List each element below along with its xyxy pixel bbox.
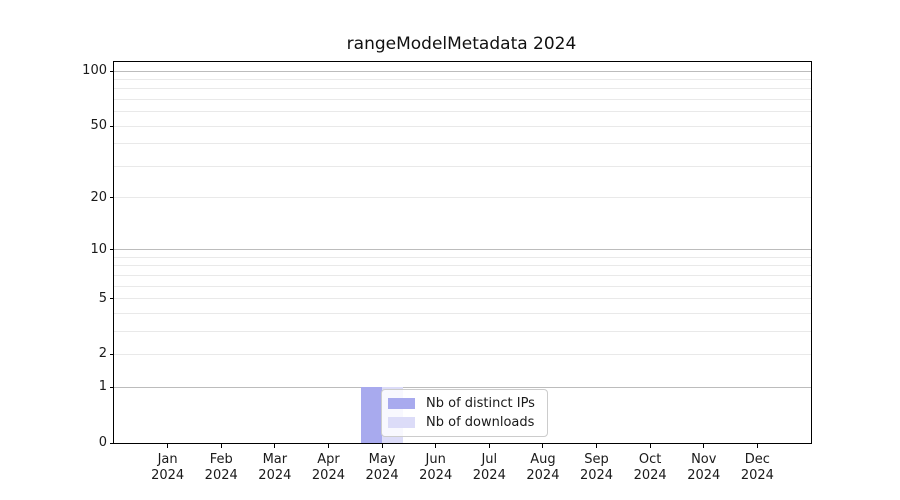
x-tick-mark bbox=[381, 444, 383, 448]
x-tick-label: Apr 2024 bbox=[293, 452, 363, 484]
x-tick-label: Sep 2024 bbox=[562, 452, 632, 484]
legend: Nb of distinct IPs Nb of downloads bbox=[381, 389, 548, 437]
x-tick-year: 2024 bbox=[687, 468, 721, 483]
x-tick-mark bbox=[274, 444, 276, 448]
y-gridline-minor bbox=[114, 88, 811, 90]
y-gridline-major bbox=[114, 249, 811, 251]
x-tick-mark bbox=[649, 444, 651, 448]
x-tick-year: 2024 bbox=[472, 468, 506, 483]
bar-nb-of-distinct-ips-may bbox=[361, 387, 383, 443]
x-tick-mark bbox=[435, 444, 437, 448]
x-tick-label: Jan 2024 bbox=[133, 452, 203, 484]
x-tick-label: Aug 2024 bbox=[508, 452, 578, 484]
y-gridline-minor bbox=[114, 274, 811, 276]
legend-label-downloads: Nb of downloads bbox=[426, 415, 535, 430]
y-gridline-minor bbox=[114, 111, 811, 113]
x-tick-label: May 2024 bbox=[347, 452, 417, 484]
y-gridline-minor bbox=[114, 98, 811, 100]
x-tick-mark bbox=[488, 444, 490, 448]
x-tick-mark bbox=[703, 444, 705, 448]
y-gridline-minor bbox=[114, 78, 811, 80]
x-tick-year: 2024 bbox=[633, 468, 667, 483]
y-gridline-major bbox=[114, 386, 811, 388]
y-tick-label: 1 bbox=[98, 379, 107, 395]
y-gridline-minor bbox=[114, 265, 811, 267]
y-tick-label: 5 bbox=[98, 290, 107, 306]
y-gridline-minor bbox=[114, 165, 811, 167]
y-gridline-minor bbox=[114, 285, 811, 287]
legend-item-downloads: Nb of downloads bbox=[388, 415, 540, 430]
x-tick-label: Oct 2024 bbox=[615, 452, 685, 484]
x-tick-mark bbox=[542, 444, 544, 448]
x-tick-year: 2024 bbox=[579, 468, 614, 483]
y-gridline-minor bbox=[114, 256, 811, 258]
y-gridline-minor bbox=[114, 353, 811, 355]
legend-item-distinct-ips: Nb of distinct IPs bbox=[388, 396, 540, 411]
legend-label-distinct-ips: Nb of distinct IPs bbox=[426, 396, 535, 411]
y-tick-mark bbox=[110, 298, 114, 300]
x-tick-year: 2024 bbox=[151, 468, 185, 483]
y-gridline-minor bbox=[114, 330, 811, 332]
legend-swatch-distinct-ips bbox=[388, 398, 415, 409]
y-tick-label: 50 bbox=[90, 118, 107, 134]
y-tick-label: 0 bbox=[98, 435, 107, 450]
y-tick-label: 2 bbox=[98, 346, 107, 362]
legend-swatch-downloads bbox=[388, 417, 415, 428]
y-gridline-minor bbox=[114, 197, 811, 199]
x-tick-mark bbox=[596, 444, 598, 448]
x-tick-label: Jul 2024 bbox=[454, 452, 524, 484]
x-tick-label: Jun 2024 bbox=[401, 452, 471, 484]
y-tick-mark bbox=[110, 442, 114, 444]
y-tick-label: 100 bbox=[82, 63, 107, 79]
chart-title: rangeModelMetadata 2024 bbox=[346, 34, 577, 54]
plot-area: Nb of distinct IPs Nb of downloads 0 1 2 5 1… bbox=[82, 61, 812, 483]
x-tick-mark bbox=[756, 444, 758, 448]
x-tick-year: 2024 bbox=[740, 468, 774, 483]
x-tick-label: Mar 2024 bbox=[240, 452, 310, 484]
x-tick-label: Nov 2024 bbox=[669, 452, 739, 484]
x-tick-label: Dec 2024 bbox=[722, 452, 792, 484]
x-tick-year: 2024 bbox=[311, 468, 345, 483]
y-gridline-minor bbox=[114, 298, 811, 300]
y-gridline-minor bbox=[114, 125, 811, 127]
y-tick-label: 10 bbox=[90, 241, 107, 257]
x-tick-mark bbox=[327, 444, 329, 448]
x-tick-label: Feb 2024 bbox=[186, 452, 256, 484]
y-tick-mark bbox=[110, 386, 114, 388]
x-tick-year: 2024 bbox=[204, 468, 238, 483]
x-tick-mark bbox=[167, 444, 169, 448]
y-gridline-major bbox=[114, 70, 811, 72]
y-gridline-minor bbox=[114, 143, 811, 145]
x-tick-year: 2024 bbox=[526, 468, 560, 483]
y-tick-mark bbox=[110, 353, 114, 355]
x-tick-year: 2024 bbox=[258, 468, 292, 483]
y-tick-mark bbox=[110, 70, 114, 72]
x-tick-year: 2024 bbox=[419, 468, 453, 483]
y-tick-label: 20 bbox=[90, 189, 107, 205]
y-tick-mark bbox=[110, 197, 114, 199]
x-tick-mark bbox=[220, 444, 222, 448]
y-tick-mark bbox=[110, 125, 114, 127]
x-tick-year: 2024 bbox=[365, 468, 399, 483]
y-gridline-minor bbox=[114, 312, 811, 314]
y-tick-mark bbox=[110, 249, 114, 251]
